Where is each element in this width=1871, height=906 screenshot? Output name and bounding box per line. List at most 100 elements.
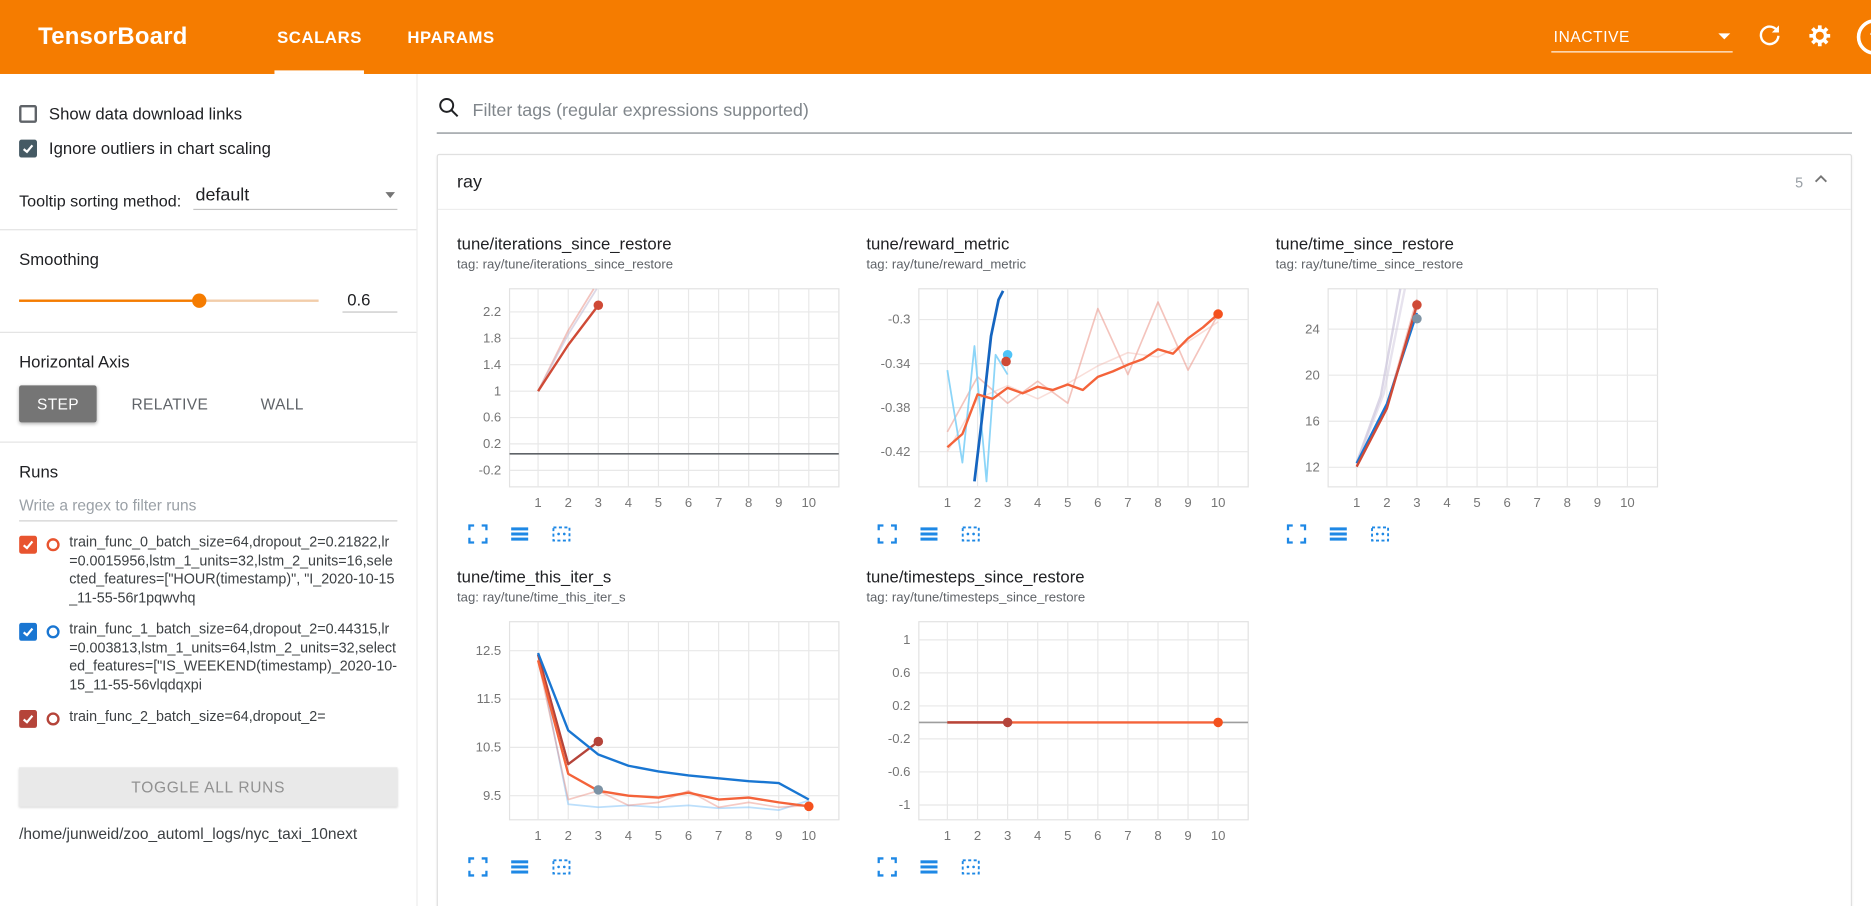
axis-wall-button[interactable]: WALL <box>243 385 322 422</box>
fit-domain-button[interactable] <box>1369 523 1392 546</box>
svg-text:4: 4 <box>1034 495 1041 510</box>
fit-domain-button[interactable] <box>959 856 982 879</box>
expand-chart-button[interactable] <box>876 856 899 879</box>
chevron-up-icon[interactable] <box>1810 168 1831 195</box>
chart-tag: tag: ray/tune/reward_metric <box>866 257 1027 273</box>
tag-group-count: 5 <box>1795 173 1804 191</box>
run-item[interactable]: train_func_1_batch_size=64,dropout_2=0.4… <box>19 621 397 695</box>
show-download-links-checkbox[interactable]: Show data download links <box>19 103 397 126</box>
checkbox-checked-icon <box>19 139 37 158</box>
tag-filter-input[interactable] <box>472 100 1853 121</box>
fit-domain-button[interactable] <box>959 523 982 546</box>
svg-text:-0.6: -0.6 <box>888 764 911 779</box>
run-selector-button[interactable] <box>508 523 531 546</box>
svg-text:8: 8 <box>745 828 752 843</box>
svg-text:1: 1 <box>903 632 910 647</box>
runs-filter-input[interactable] <box>19 490 398 522</box>
tab-scalars[interactable]: SCALARS <box>260 0 378 74</box>
fullscreen-icon <box>876 856 899 879</box>
svg-text:9: 9 <box>1594 495 1601 510</box>
search-icon <box>437 95 461 125</box>
chart-tag: tag: ray/tune/timesteps_since_restore <box>866 590 1086 606</box>
tab-hparams[interactable]: HPARAMS <box>391 0 512 74</box>
expand-chart-button[interactable] <box>1285 523 1308 546</box>
svg-text:6: 6 <box>1094 828 1101 843</box>
svg-text:-0.42: -0.42 <box>881 444 911 459</box>
svg-text:9: 9 <box>775 828 782 843</box>
tooltip-sorting-label: Tooltip sorting method: <box>19 192 182 211</box>
chart-plot[interactable]: 1 2 3 4 5 6 7 8 9 10 -0.42 -0.38 -0.34 -0.3 <box>866 279 1261 518</box>
run-color-radio[interactable] <box>46 712 60 726</box>
chart-plot[interactable]: 1 2 3 4 5 6 7 8 9 10 -1 -0.6 -0.2 0.2 0.6 1 <box>866 612 1261 851</box>
svg-text:10.5: 10.5 <box>476 740 502 755</box>
list-lines-icon <box>918 856 941 879</box>
checkbox-label: Ignore outliers in chart scaling <box>48 138 271 158</box>
svg-text:10: 10 <box>1620 495 1635 510</box>
fit-domain-button[interactable] <box>550 523 573 546</box>
svg-text:1.8: 1.8 <box>483 330 501 345</box>
run-selector-button[interactable] <box>508 856 531 879</box>
axis-relative-button[interactable]: RELATIVE <box>114 385 227 422</box>
run-selector-button[interactable] <box>918 523 941 546</box>
horizontal-axis-label: Horizontal Axis <box>19 352 130 372</box>
chart-title: tune/iterations_since_restore <box>457 233 672 253</box>
status-dropdown[interactable]: INACTIVE <box>1551 21 1733 53</box>
svg-text:7: 7 <box>1124 828 1131 843</box>
svg-text:5: 5 <box>1064 828 1071 843</box>
smoothing-value-input[interactable]: 0.6 <box>342 288 398 313</box>
svg-text:2: 2 <box>565 495 572 510</box>
axis-step-button[interactable]: STEP <box>19 385 97 423</box>
svg-text:10: 10 <box>802 495 817 510</box>
run-item[interactable]: train_func_2_batch_size=64,dropout_2= <box>19 708 397 728</box>
fit-domain-icon <box>550 856 573 879</box>
chart-card: tune/time_since_restore tag: ray/tune/tim… <box>1276 217 1685 550</box>
run-checkbox[interactable] <box>19 622 37 641</box>
svg-text:1.4: 1.4 <box>483 357 501 372</box>
run-selector-button[interactable] <box>1327 523 1350 546</box>
run-selector-button[interactable] <box>918 856 941 879</box>
svg-text:3: 3 <box>1004 828 1011 843</box>
help-icon[interactable]: ? <box>1856 19 1871 55</box>
svg-text:5: 5 <box>1473 495 1480 510</box>
run-checkbox[interactable] <box>19 710 37 728</box>
toggle-all-runs-button[interactable]: TOGGLE ALL RUNS <box>19 767 398 807</box>
smoothing-slider[interactable] <box>19 292 319 309</box>
svg-text:-0.34: -0.34 <box>881 356 911 371</box>
expand-chart-button[interactable] <box>467 856 490 879</box>
fit-domain-button[interactable] <box>550 856 573 879</box>
chevron-down-icon <box>385 192 395 199</box>
svg-text:8: 8 <box>745 495 752 510</box>
fullscreen-icon <box>876 523 899 546</box>
run-color-radio[interactable] <box>46 625 60 639</box>
status-dropdown-value: INACTIVE <box>1553 27 1631 46</box>
svg-text:10: 10 <box>802 828 817 843</box>
expand-chart-button[interactable] <box>876 523 899 546</box>
svg-text:4: 4 <box>1034 828 1041 843</box>
run-checkbox[interactable] <box>19 535 37 554</box>
chart-tag: tag: ray/tune/time_since_restore <box>1275 257 1464 273</box>
chart-plot[interactable]: 1 2 3 4 5 6 7 8 9 10 -0.2 0.2 0.6 1 1.4 1.8 2.2 <box>457 279 852 518</box>
svg-text:0.6: 0.6 <box>483 410 501 425</box>
header-actions: INACTIVE <box>1551 0 1871 74</box>
tooltip-sorting-select[interactable]: default <box>193 181 398 211</box>
divider <box>0 331 417 333</box>
run-color-radio[interactable] <box>46 538 60 552</box>
chart-plot[interactable]: 1 2 3 4 5 6 7 8 9 10 9.5 10.5 11.5 12.5 <box>457 612 852 851</box>
svg-text:1: 1 <box>534 828 541 843</box>
settings-button[interactable] <box>1807 22 1833 52</box>
refresh-button[interactable] <box>1757 22 1783 52</box>
svg-text:7: 7 <box>1124 495 1131 510</box>
chart-card: tune/iterations_since_restore tag: ray/tu… <box>457 217 866 550</box>
fullscreen-icon <box>467 856 490 879</box>
svg-text:1: 1 <box>494 383 501 398</box>
runs-list: train_func_0_batch_size=64,dropout_2=0.2… <box>19 533 397 767</box>
svg-text:2: 2 <box>974 495 981 510</box>
list-lines-icon <box>918 523 941 546</box>
tag-group-header[interactable]: ray 5 <box>437 155 1851 211</box>
ignore-outliers-checkbox[interactable]: Ignore outliers in chart scaling <box>19 137 397 160</box>
slider-thumb[interactable] <box>191 292 206 308</box>
run-item[interactable]: train_func_0_batch_size=64,dropout_2=0.2… <box>19 533 397 607</box>
expand-chart-button[interactable] <box>467 523 490 546</box>
